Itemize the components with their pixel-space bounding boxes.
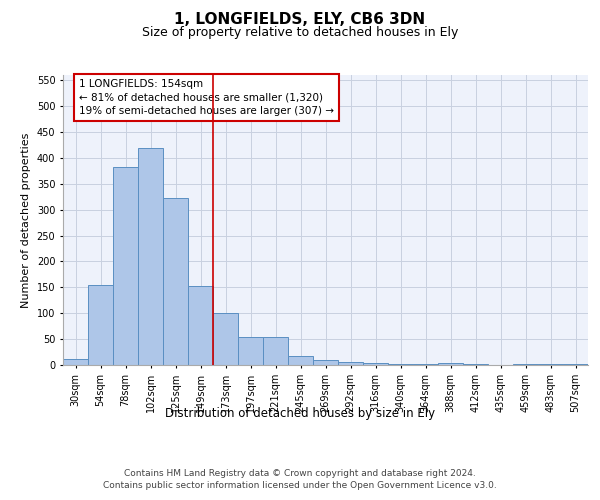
Bar xyxy=(138,148,163,365)
Bar xyxy=(513,364,538,365)
Bar xyxy=(463,364,488,365)
Text: 1, LONGFIELDS, ELY, CB6 3DN: 1, LONGFIELDS, ELY, CB6 3DN xyxy=(175,12,425,28)
Bar xyxy=(538,364,563,365)
Text: Size of property relative to detached houses in Ely: Size of property relative to detached ho… xyxy=(142,26,458,39)
Bar xyxy=(213,313,238,365)
Bar xyxy=(338,362,363,365)
Text: 1 LONGFIELDS: 154sqm
← 81% of detached houses are smaller (1,320)
19% of semi-de: 1 LONGFIELDS: 154sqm ← 81% of detached h… xyxy=(79,80,334,116)
Bar xyxy=(413,364,438,365)
Bar xyxy=(88,284,113,365)
Bar xyxy=(313,360,338,365)
Bar xyxy=(363,364,388,365)
Bar xyxy=(263,336,288,365)
Bar xyxy=(288,356,313,365)
Bar xyxy=(188,286,213,365)
Bar xyxy=(63,359,88,365)
Text: Contains HM Land Registry data © Crown copyright and database right 2024.
Contai: Contains HM Land Registry data © Crown c… xyxy=(103,468,497,490)
Bar xyxy=(438,363,463,365)
Bar xyxy=(163,198,188,365)
Bar xyxy=(563,364,588,365)
Bar xyxy=(238,336,263,365)
Bar xyxy=(388,364,413,365)
Y-axis label: Number of detached properties: Number of detached properties xyxy=(21,132,31,308)
Text: Distribution of detached houses by size in Ely: Distribution of detached houses by size … xyxy=(165,408,435,420)
Bar xyxy=(113,166,138,365)
